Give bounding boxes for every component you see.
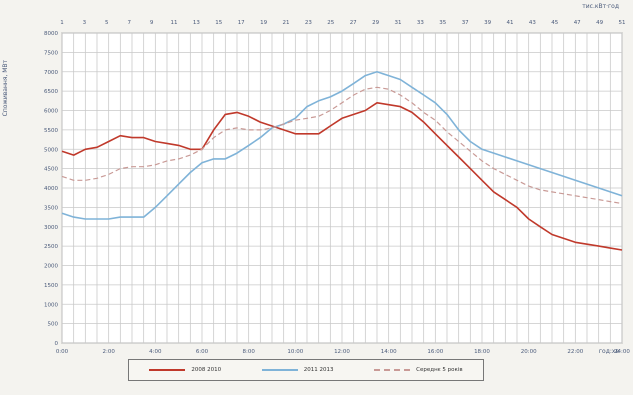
top-tick-label: 21 — [283, 20, 290, 26]
top-right-label: тис.кВт·год — [582, 3, 619, 10]
y-tick-label: 1000 — [44, 302, 58, 308]
y-tick-label: 4500 — [44, 167, 58, 173]
x-tick-label: 8:00 — [242, 349, 255, 355]
y-tick-label: 2500 — [44, 244, 58, 250]
top-tick-label: 23 — [305, 20, 312, 26]
top-tick-label: 39 — [484, 20, 491, 26]
top-tick-label: 51 — [619, 20, 626, 26]
top-tick-label: 33 — [417, 20, 424, 26]
y-tick-label: 8000 — [44, 31, 58, 37]
series-lines — [61, 71, 623, 251]
x-tick-label: 6:00 — [196, 349, 209, 355]
x-tick-label: 12:00 — [334, 349, 350, 355]
top-tick-label: 17 — [238, 20, 245, 26]
x-tick-label: 2:00 — [102, 349, 115, 355]
x-tick-label: 22:00 — [567, 349, 583, 355]
legend-label: 2011 2013 — [303, 367, 334, 373]
y-tick-label: 7000 — [44, 70, 58, 76]
top-tick-label: 13 — [193, 20, 200, 26]
top-tick-label: 11 — [171, 20, 178, 26]
x-tick-label: 16:00 — [427, 349, 443, 355]
x-tick-label: 20:00 — [521, 349, 537, 355]
top-tick-label: 15 — [215, 20, 222, 26]
top-tick-label: 9 — [150, 20, 154, 26]
x-tick-label: 24:00 — [614, 349, 630, 355]
top-tick-label: 5 — [105, 20, 109, 26]
y-tick-label: 1500 — [44, 283, 58, 289]
y-tick-label: 3500 — [44, 205, 58, 211]
top-tick-label: 35 — [439, 20, 446, 26]
x-tick-label: 10:00 — [287, 349, 303, 355]
y-tick-label: 7500 — [44, 50, 58, 56]
legend-item-series-3: Середнє 5 років — [374, 367, 463, 373]
y-tick-label: 4000 — [44, 186, 58, 192]
top-tick-label: 19 — [260, 20, 267, 26]
top-tick-label: 49 — [596, 20, 603, 26]
top-tick-label: 31 — [395, 20, 402, 26]
legend-label: Середнє 5 років — [416, 367, 463, 373]
series-line-3 — [61, 86, 623, 205]
y-tick-label: 5000 — [44, 147, 58, 153]
top-tick-label: 29 — [372, 20, 379, 26]
series-line-2 — [61, 71, 623, 220]
legend-swatch — [374, 369, 411, 371]
grid — [61, 32, 623, 344]
top-tick-label: 25 — [327, 20, 334, 26]
y-tick-label: 3000 — [44, 225, 58, 231]
legend-swatch — [261, 369, 298, 371]
x-tick-label: 0:00 — [56, 349, 69, 355]
legend: 2008 2010 2011 2013 Середнє 5 років — [128, 359, 484, 381]
legend-label: 2008 2010 — [191, 367, 222, 373]
y-tick-label: 2000 — [44, 264, 58, 270]
top-tick-label: 3 — [83, 20, 87, 26]
top-tick-label: 45 — [551, 20, 558, 26]
top-tick-label: 47 — [574, 20, 581, 26]
x-unit-label: год:хв — [598, 348, 619, 355]
legend-item-series-1: 2008 2010 — [149, 367, 221, 373]
x-tick-label: 4:00 — [149, 349, 162, 355]
top-tick-label: 37 — [462, 20, 469, 26]
top-tick-label: 41 — [507, 20, 514, 26]
y-tick-label: 6500 — [44, 89, 58, 95]
legend-swatch — [149, 369, 186, 371]
x-tick-label: 18:00 — [474, 349, 490, 355]
x-tick-label: 14:00 — [381, 349, 397, 355]
y-tick-label: 0 — [55, 341, 59, 347]
axes: 0 500 1000 1500 2000 2500 3000 3500 4000 4500 5000… — [44, 20, 630, 355]
series-line-1 — [61, 102, 623, 251]
y-tick-label: 500 — [48, 322, 59, 328]
y-tick-label: 6000 — [44, 109, 58, 115]
y-axis-title: Споживання, МВт — [2, 60, 9, 117]
legend-item-series-2: 2011 2013 — [261, 367, 334, 373]
top-tick-label: 27 — [350, 20, 357, 26]
top-tick-label: 7 — [127, 20, 131, 26]
y-tick-label: 5500 — [44, 128, 58, 134]
top-tick-label: 43 — [529, 20, 536, 26]
top-tick-label: 1 — [60, 20, 64, 26]
